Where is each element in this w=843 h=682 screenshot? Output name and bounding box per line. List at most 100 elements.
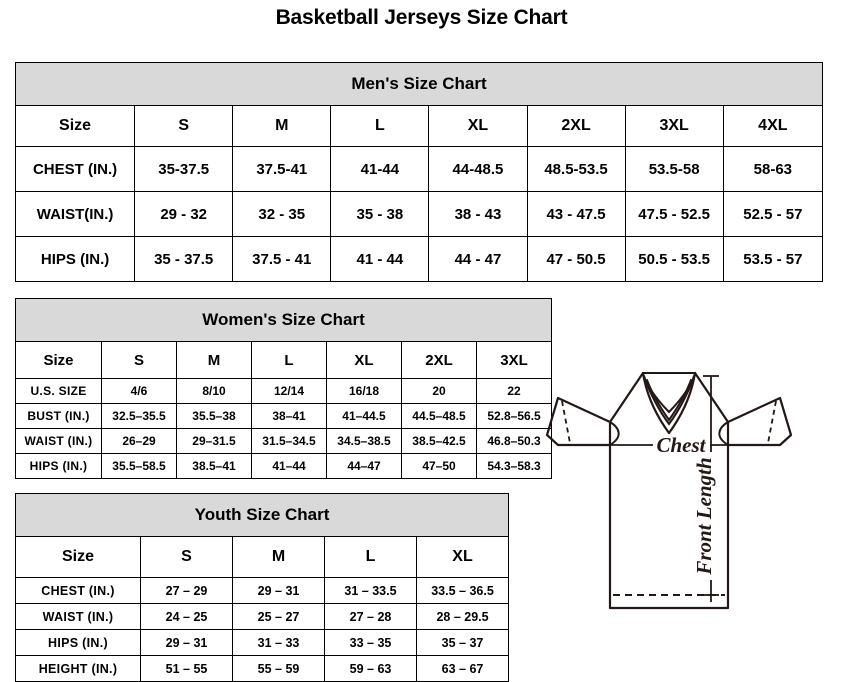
- youth-chest-m: 29 – 31: [232, 577, 325, 604]
- youth-header-row: Size S M L XL: [15, 536, 510, 578]
- mens-header-cell-m: M: [232, 105, 332, 147]
- womens-row-label-bust: BUST (IN.): [15, 403, 102, 429]
- youth-waist-m: 25 – 27: [232, 603, 325, 630]
- womens-header-cell-m: M: [176, 341, 252, 379]
- womens-waist-m: 29–31.5: [176, 428, 252, 454]
- womens-row-label-waist: WAIST (IN.): [15, 428, 102, 454]
- womens-hips-s: 35.5–58.5: [101, 453, 177, 479]
- womens-caption: Women's Size Chart: [14, 298, 553, 342]
- mens-row-label-waist: WAIST(IN.): [14, 191, 136, 237]
- table-row: U.S. SIZE 4/6 8/10 12/14 16/18 20 22: [15, 378, 553, 404]
- youth-chest-l: 31 – 33.5: [324, 577, 417, 604]
- youth-header-cell-l: L: [324, 536, 417, 578]
- womens-ussize-2xl: 20: [401, 378, 477, 404]
- table-row: CHEST (IN.) 27 – 29 29 – 31 31 – 33.5 33…: [15, 577, 510, 604]
- mens-chest-2xl: 48.5-53.5: [526, 146, 626, 192]
- mens-header-cell-s: S: [134, 105, 234, 147]
- mens-hips-m: 37.5 - 41: [232, 236, 332, 282]
- mens-chest-3xl: 53.5-58: [624, 146, 724, 192]
- mens-row-label-chest: CHEST (IN.): [14, 146, 136, 192]
- table-row: HEIGHT (IN.) 51 – 55 55 – 59 59 – 63 63 …: [15, 655, 510, 682]
- youth-caption: Youth Size Chart: [14, 493, 510, 537]
- mens-waist-m: 32 - 35: [232, 191, 332, 237]
- mens-hips-l: 41 - 44: [330, 236, 430, 282]
- womens-header-row: Size S M L XL 2XL 3XL: [15, 341, 553, 379]
- womens-hips-xl: 44–47: [326, 453, 402, 479]
- table-row: WAIST (IN.) 26–29 29–31.5 31.5–34.5 34.5…: [15, 428, 553, 454]
- mens-hips-xl: 44 - 47: [428, 236, 528, 282]
- youth-hips-xl: 35 – 37: [415, 629, 510, 656]
- mens-caption: Men's Size Chart: [15, 62, 823, 106]
- mens-header-cell-2xl: 2XL: [526, 105, 626, 147]
- table-row: WAIST(IN.) 29 - 32 32 - 35 35 - 38 38 - …: [14, 191, 824, 237]
- womens-header-cell-s: S: [101, 341, 177, 379]
- womens-hips-3xl: 54.3–58.3: [475, 453, 553, 479]
- womens-ussize-l: 12/14: [251, 378, 327, 404]
- youth-height-m: 55 – 59: [232, 655, 325, 682]
- youth-row-label-waist: WAIST (IN.): [15, 603, 141, 630]
- youth-hips-m: 31 – 33: [232, 629, 325, 656]
- youth-chest-xl: 33.5 – 36.5: [415, 577, 510, 604]
- womens-bust-l: 38–41: [251, 403, 327, 429]
- youth-caption-row: Youth Size Chart: [14, 493, 510, 537]
- womens-waist-l: 31.5–34.5: [251, 428, 327, 454]
- mens-hips-s: 35 - 37.5: [134, 236, 234, 282]
- table-row: WAIST (IN.) 24 – 25 25 – 27 27 – 28 28 –…: [15, 603, 510, 630]
- table-row: CHEST (IN.) 35-37.5 37.5-41 41-44 44-48.…: [14, 146, 824, 192]
- womens-header-cell-2xl: 2XL: [401, 341, 477, 379]
- table-row: HIPS (IN.) 35.5–58.5 38.5–41 41–44 44–47…: [15, 453, 553, 479]
- right-armhole-curve: [718, 421, 729, 446]
- left-sleeve-shape: [545, 396, 612, 447]
- womens-ussize-3xl: 22: [475, 378, 553, 404]
- mens-header-cell-3xl: 3XL: [624, 105, 724, 147]
- mens-waist-s: 29 - 32: [134, 191, 234, 237]
- mens-waist-4xl: 52.5 - 57: [722, 191, 824, 237]
- mens-header-cell-xl: XL: [428, 105, 528, 147]
- womens-hips-l: 41–44: [251, 453, 327, 479]
- mens-header-row: Size S M L XL 2XL 3XL 4XL: [14, 105, 824, 147]
- womens-header-cell-3xl: 3XL: [475, 341, 553, 379]
- mens-size-chart-table: Men's Size Chart Size S M L XL 2XL 3XL 4…: [14, 62, 824, 282]
- table-row: HIPS (IN.) 35 - 37.5 37.5 - 41 41 - 44 4…: [14, 236, 824, 282]
- mens-header-cell-4xl: 4XL: [722, 105, 824, 147]
- womens-waist-2xl: 38.5–42.5: [401, 428, 477, 454]
- womens-ussize-m: 8/10: [176, 378, 252, 404]
- youth-row-label-hips: HIPS (IN.): [15, 629, 141, 656]
- table-row: HIPS (IN.) 29 – 31 31 – 33 33 – 35 35 – …: [15, 629, 510, 656]
- youth-height-s: 51 – 55: [140, 655, 233, 682]
- youth-header-cell-size: Size: [15, 536, 141, 578]
- right-cuff-dashed-line: [767, 400, 777, 444]
- womens-bust-s: 32.5–35.5: [101, 403, 177, 429]
- youth-hips-l: 33 – 35: [324, 629, 417, 656]
- womens-waist-xl: 34.5–38.5: [326, 428, 402, 454]
- youth-waist-l: 27 – 28: [324, 603, 417, 630]
- womens-ussize-s: 4/6: [101, 378, 177, 404]
- womens-hips-2xl: 47–50: [401, 453, 477, 479]
- collar-band-line-3: [643, 375, 695, 426]
- womens-bust-m: 35.5–38: [176, 403, 252, 429]
- womens-header-cell-xl: XL: [326, 341, 402, 379]
- youth-waist-s: 24 – 25: [140, 603, 233, 630]
- womens-row-label-us-size: U.S. SIZE: [15, 378, 102, 404]
- womens-hips-m: 38.5–41: [176, 453, 252, 479]
- youth-height-xl: 63 – 67: [415, 655, 510, 682]
- mens-hips-3xl: 50.5 - 53.5: [624, 236, 724, 282]
- front-length-label: Front Length: [692, 457, 716, 575]
- mens-header-cell-l: L: [330, 105, 430, 147]
- mens-chest-m: 37.5-41: [232, 146, 332, 192]
- mens-header-cell-size: Size: [14, 105, 136, 147]
- youth-height-l: 59 – 63: [324, 655, 417, 682]
- collar-band-line-4: [648, 386, 690, 414]
- page-title: Basketball Jerseys Size Chart: [275, 6, 568, 29]
- mens-chest-l: 41-44: [330, 146, 430, 192]
- womens-bust-2xl: 44.5–48.5: [401, 403, 477, 429]
- mens-caption-row: Men's Size Chart: [15, 62, 823, 106]
- youth-row-label-height: HEIGHT (IN.): [15, 655, 141, 682]
- womens-waist-3xl: 46.8–50.3: [475, 428, 553, 454]
- left-shoulder-line: [608, 371, 645, 424]
- youth-header-cell-s: S: [140, 536, 233, 578]
- right-sleeve-shape: [726, 396, 793, 447]
- youth-hips-s: 29 – 31: [140, 629, 233, 656]
- table-row: BUST (IN.) 32.5–35.5 35.5–38 38–41 41–44…: [15, 403, 553, 429]
- mens-hips-2xl: 47 - 50.5: [526, 236, 626, 282]
